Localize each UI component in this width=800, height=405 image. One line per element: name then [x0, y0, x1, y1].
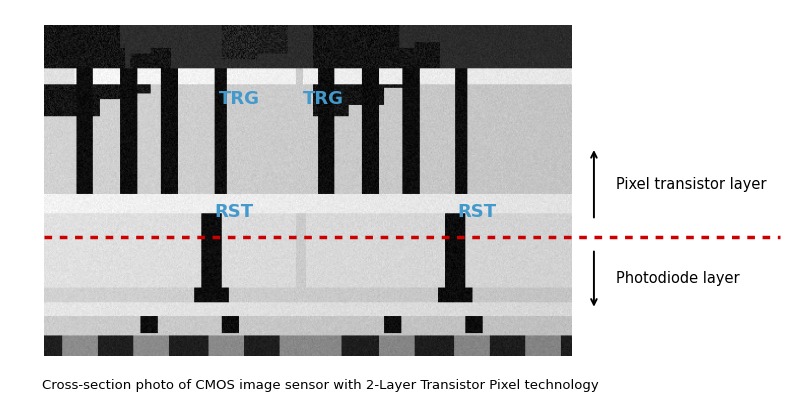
Text: RST: RST [458, 202, 497, 220]
Text: Cross-section photo of CMOS image sensor with 2-Layer Transistor Pixel technolog: Cross-section photo of CMOS image sensor… [42, 378, 598, 391]
Text: TRG: TRG [219, 90, 260, 108]
Text: RST: RST [214, 202, 254, 220]
Text: TRG: TRG [303, 90, 344, 108]
Text: Photodiode layer: Photodiode layer [616, 270, 740, 285]
Text: Pixel transistor layer: Pixel transistor layer [616, 177, 767, 192]
